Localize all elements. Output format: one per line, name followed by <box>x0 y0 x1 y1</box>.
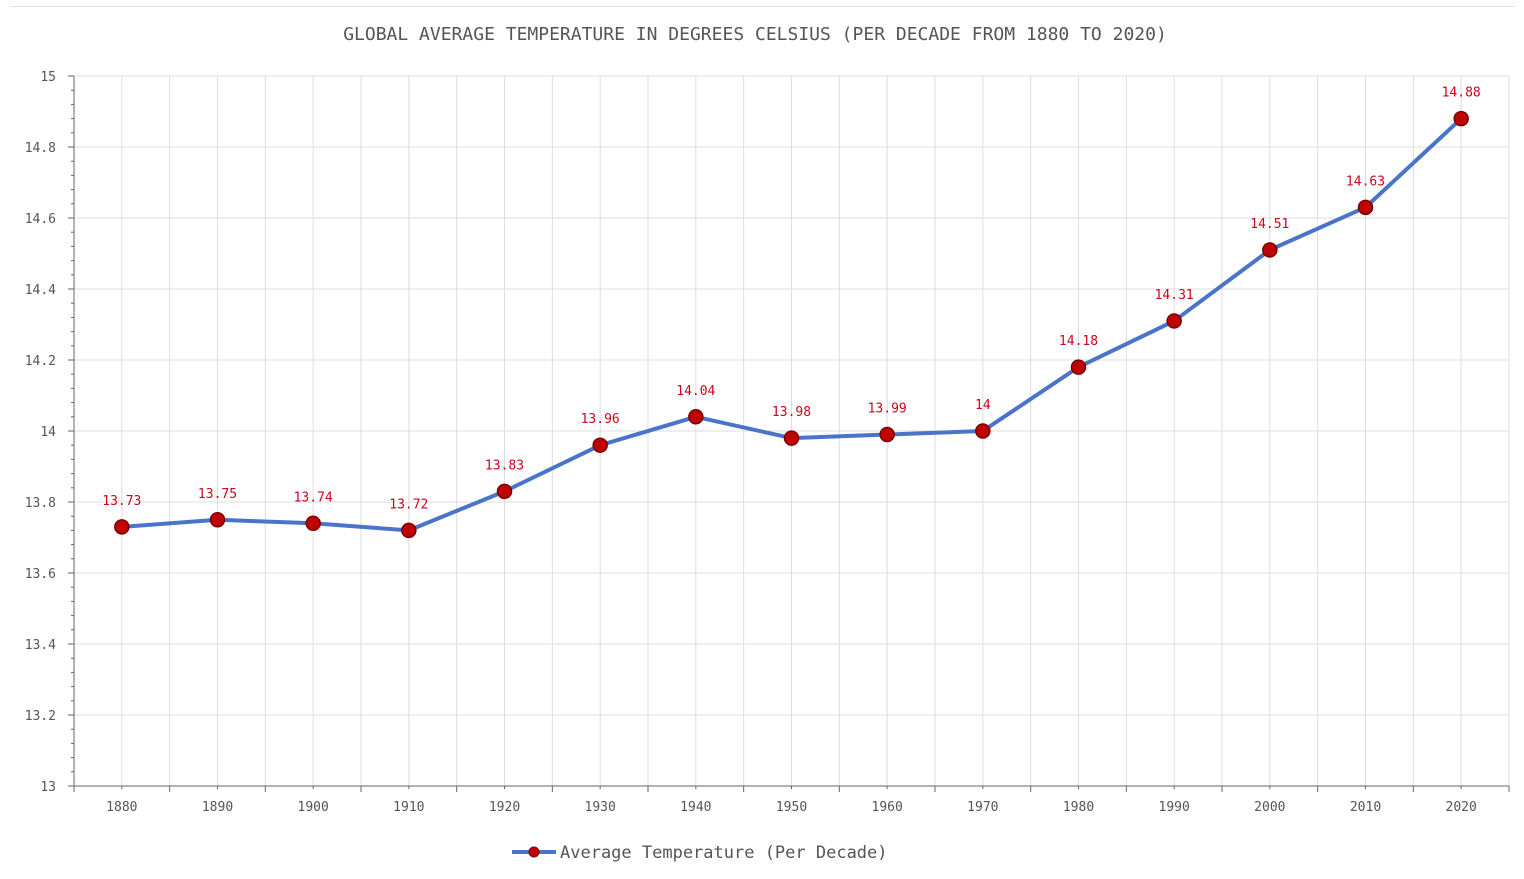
y-axis-tick-labels: 13 13.2 13.4 13.6 13.8 14 14.2 14.4 14.6 14.8 15 <box>25 70 56 795</box>
data-point-marker <box>1453 110 1469 127</box>
data-label: 14.31 <box>1155 288 1194 303</box>
x-tick-label: 1940 <box>680 800 711 815</box>
data-point-marker <box>305 515 321 532</box>
x-tick-label: 1970 <box>967 800 998 815</box>
top-rule <box>10 6 1515 7</box>
data-point-marker <box>879 426 895 443</box>
data-label: 13.96 <box>581 412 620 427</box>
axes <box>68 75 1510 792</box>
data-point-marker <box>1070 359 1087 375</box>
grid <box>74 75 1510 786</box>
x-tick-label: 2020 <box>1446 800 1477 815</box>
x-tick-label: 1890 <box>202 800 233 815</box>
y-tick-label: 15 <box>40 70 56 85</box>
data-label: 14.04 <box>676 384 715 399</box>
y-tick-label: 13.4 <box>25 638 56 653</box>
y-tick-label: 13.8 <box>25 496 56 511</box>
data-point-marker <box>401 522 417 539</box>
data-label: 14.88 <box>1442 86 1481 101</box>
x-tick-label: 1910 <box>393 800 424 815</box>
x-tick-label: 2000 <box>1254 800 1285 815</box>
y-tick-label: 14 <box>40 425 56 440</box>
y-tick-label: 13 <box>40 780 56 795</box>
x-axis-tick-labels: 1880 1890 1900 1910 1920 1930 1940 1950 1960 1970… <box>106 800 1477 815</box>
x-tick-label: 1960 <box>872 800 903 815</box>
y-tick-label: 13.2 <box>25 709 56 724</box>
data-label: 13.83 <box>485 458 524 473</box>
data-point-marker <box>592 437 608 453</box>
data-point-marker <box>688 409 704 425</box>
chart-title: GLOBAL AVERAGE TEMPERATURE IN DEGREES CE… <box>343 24 1167 45</box>
x-tick-label: 1950 <box>776 800 807 815</box>
data-label: 13.72 <box>389 497 428 512</box>
data-label: 13.74 <box>294 490 333 505</box>
data-point-marker <box>975 423 991 439</box>
x-tick-label: 1980 <box>1063 800 1094 815</box>
data-point-marker <box>1166 313 1182 329</box>
data-label: 13.73 <box>102 494 141 509</box>
x-tick-label: 2010 <box>1350 800 1381 815</box>
y-tick-label: 14.8 <box>25 141 56 156</box>
x-tick-label: 1990 <box>1159 800 1190 815</box>
x-tick-label: 1900 <box>298 800 329 815</box>
x-tick-label: 1880 <box>106 800 137 815</box>
x-tick-label: 1930 <box>585 800 616 815</box>
data-label: 14 <box>975 398 991 413</box>
data-point-marker <box>496 483 513 500</box>
data-point-marker <box>114 519 130 535</box>
legend[interactable]: Average Temperature (Per Decade) <box>512 843 888 863</box>
series-layer <box>114 110 1469 539</box>
legend-label: Average Temperature (Per Decade) <box>560 843 888 863</box>
y-tick-label: 14.2 <box>25 354 56 369</box>
data-point-marker <box>1357 199 1374 216</box>
y-tick-label: 14.6 <box>25 212 56 227</box>
x-tick-label: 1920 <box>489 800 520 815</box>
y-tick-label: 14.4 <box>25 283 56 298</box>
data-point-marker <box>209 512 226 528</box>
data-point-marker <box>783 430 800 446</box>
data-label: 13.99 <box>868 402 907 417</box>
data-labels: 13.73 13.75 13.74 13.72 13.83 13.96 14.04 13.98… <box>102 86 1480 513</box>
data-point-marker <box>1262 242 1278 258</box>
legend-marker-swatch <box>528 846 540 858</box>
data-label: 14.63 <box>1346 174 1385 189</box>
data-label: 14.18 <box>1059 334 1098 349</box>
y-tick-label: 13.6 <box>25 567 56 582</box>
data-label: 14.51 <box>1250 217 1289 232</box>
data-label: 13.98 <box>772 405 811 420</box>
data-label: 13.75 <box>198 487 237 502</box>
